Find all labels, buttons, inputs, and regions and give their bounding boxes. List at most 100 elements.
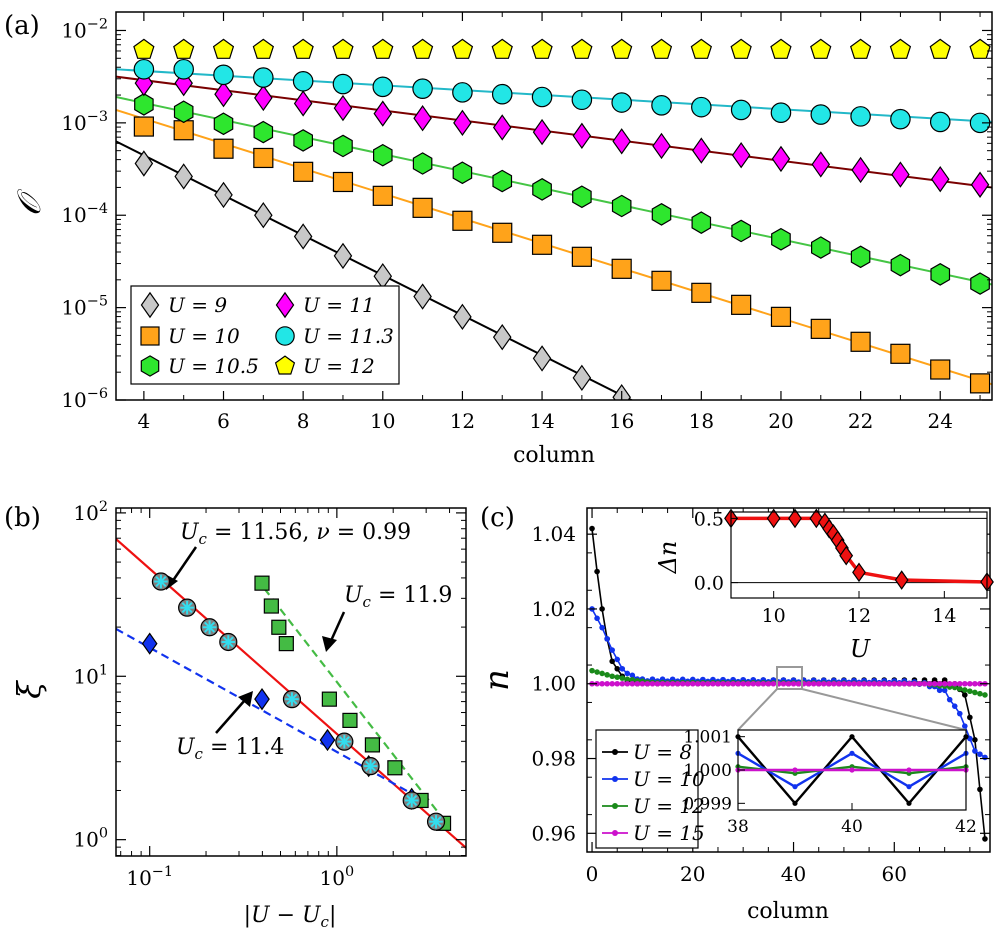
data-point xyxy=(333,134,353,158)
data-point xyxy=(750,680,757,687)
data-point xyxy=(614,680,621,687)
data-point xyxy=(891,161,910,188)
data-point xyxy=(930,359,951,380)
data-point xyxy=(969,38,991,59)
data-point xyxy=(692,137,711,164)
inset-data-point xyxy=(906,767,912,773)
data-point xyxy=(614,656,621,663)
y-tick-label: 1.00 xyxy=(531,672,576,696)
data-point xyxy=(594,615,600,622)
data-point xyxy=(970,171,990,198)
data-point xyxy=(609,658,615,665)
data-point xyxy=(271,619,287,635)
data-point xyxy=(254,84,273,112)
y-tick-label: 0.96 xyxy=(531,821,576,845)
data-point xyxy=(700,680,706,687)
marker-star-stroke xyxy=(365,760,377,772)
data-point xyxy=(452,161,473,185)
data-point xyxy=(335,732,354,751)
data-point xyxy=(856,680,862,687)
data-point xyxy=(492,323,512,351)
data-point xyxy=(611,258,632,279)
legend-marker xyxy=(274,355,296,375)
data-point xyxy=(141,632,158,655)
x-tick-label: 22 xyxy=(848,409,873,433)
data-point xyxy=(876,680,882,687)
data-point xyxy=(805,680,812,687)
inset-zoom: 38 40 42 0.999 1.000 1.001 xyxy=(683,728,976,837)
zoom-connector-right xyxy=(801,688,967,731)
inset-zoom-axes: 38 40 42 0.999 1.000 1.001 xyxy=(683,728,976,837)
marker-star-stroke xyxy=(338,736,350,748)
data-point xyxy=(946,680,953,687)
data-point xyxy=(652,132,671,160)
y-tick-label: 1.02 xyxy=(531,597,576,621)
x-tick-label: 40 xyxy=(781,862,806,886)
legend-label: U = 15 xyxy=(633,821,705,845)
data-point xyxy=(695,680,701,687)
inset-data-point xyxy=(906,784,912,790)
data-point xyxy=(731,141,751,169)
data-point xyxy=(599,624,605,631)
x-tick-label: 100 xyxy=(320,864,355,890)
data-point xyxy=(785,680,792,687)
data-point xyxy=(929,38,951,59)
data-point xyxy=(836,680,842,687)
data-point xyxy=(372,185,393,206)
data-point xyxy=(612,128,631,155)
data-point xyxy=(332,73,354,95)
legend-marker xyxy=(612,749,618,755)
data-point xyxy=(532,118,552,146)
legend-marker xyxy=(275,326,295,346)
annotation-green: Uc = 11.9 xyxy=(344,583,452,611)
x-tick-label: 12 xyxy=(450,409,475,433)
data-point xyxy=(725,680,731,687)
data-point xyxy=(765,680,772,687)
x-tick-label: 20 xyxy=(680,862,705,886)
inset-y-tick-label: 0.0 xyxy=(694,573,724,595)
data-point xyxy=(253,147,274,169)
data-point xyxy=(690,38,713,59)
data-point xyxy=(967,688,973,695)
legend-marker xyxy=(140,326,160,346)
data-point xyxy=(609,680,615,687)
data-point xyxy=(254,202,273,229)
data-point xyxy=(572,185,592,209)
data-point xyxy=(361,757,380,776)
inset-y-tick-label: 1.001 xyxy=(683,728,732,748)
legend-label: U = 10 xyxy=(168,324,240,348)
data-point xyxy=(134,150,154,177)
data-point xyxy=(654,680,661,687)
marker-star-stroke xyxy=(204,621,216,633)
inset-data-point xyxy=(792,767,798,773)
data-point xyxy=(293,161,314,182)
data-point xyxy=(889,38,912,59)
data-point xyxy=(387,760,403,776)
inset-x-tick-label: 40 xyxy=(841,817,863,837)
data-point xyxy=(810,318,831,339)
data-point xyxy=(492,222,513,243)
data-point xyxy=(492,114,512,141)
data-point xyxy=(735,680,741,687)
data-point xyxy=(333,94,353,122)
data-point xyxy=(689,680,696,687)
panel-a-axes: 4 6 8 10 12 14 16 18 20 22 24 10−2 10−3 10−4 10−5 10−6 xyxy=(61,12,992,433)
data-point xyxy=(624,670,631,677)
x-tick-label: 10 xyxy=(370,409,395,433)
data-point xyxy=(810,236,831,259)
panel-c-label: (c) xyxy=(480,503,515,533)
inset-data-point xyxy=(849,767,855,773)
data-point xyxy=(730,38,752,59)
inset-y-tick-label: 0.999 xyxy=(683,794,732,814)
panel-c-axes: 0 20 40 60 0.96 0.98 1.00 1.02 1.04 xyxy=(531,508,990,886)
inset-gap-axes: 10 12 14 0.0 0.5 xyxy=(694,508,957,627)
inset-y-tick-label: 1.000 xyxy=(683,761,732,781)
data-point xyxy=(861,680,867,687)
data-point xyxy=(810,104,832,125)
data-point xyxy=(730,680,736,687)
data-point xyxy=(253,67,274,88)
data-point xyxy=(629,680,636,687)
inset-data-point xyxy=(792,784,798,790)
data-point xyxy=(614,674,621,680)
data-point xyxy=(571,38,593,59)
